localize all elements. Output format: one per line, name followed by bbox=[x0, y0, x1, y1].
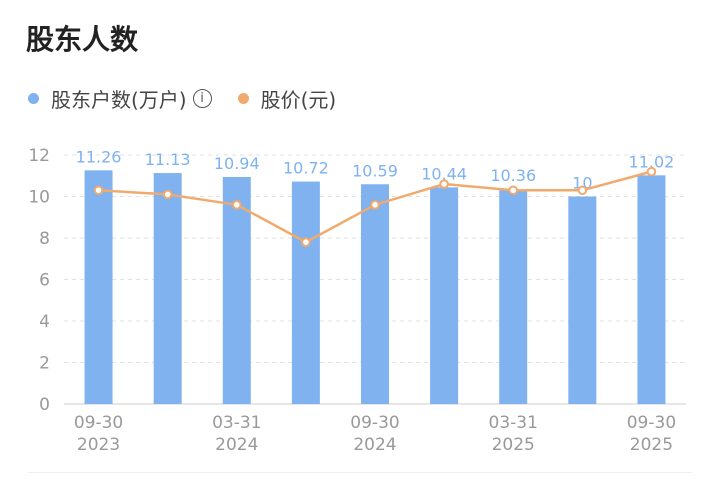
bar-holders bbox=[291, 181, 320, 404]
x-tick-label: 09-30 bbox=[350, 413, 399, 433]
price-point bbox=[577, 185, 588, 196]
price-point bbox=[370, 200, 380, 210]
bar-data-label: 10.59 bbox=[352, 161, 398, 180]
bar-data-label: 10.72 bbox=[283, 159, 329, 178]
x-tick-label: 09-30 bbox=[627, 413, 676, 433]
bar-holders bbox=[568, 196, 597, 404]
x-tick-label-year: 2025 bbox=[492, 435, 535, 455]
price-point bbox=[301, 237, 311, 247]
x-tick-label: 03-31 bbox=[489, 413, 538, 433]
bar-holders bbox=[84, 170, 113, 404]
bar-holders bbox=[499, 189, 528, 404]
price-point bbox=[162, 189, 173, 200]
x-tick-label-year: 2024 bbox=[353, 435, 396, 455]
bar-holders bbox=[153, 173, 182, 404]
bar-data-label: 11.26 bbox=[76, 147, 122, 166]
bar-holders bbox=[430, 187, 459, 404]
price-point bbox=[508, 185, 519, 196]
y-tick-label: 4 bbox=[39, 312, 50, 332]
legend-item-holders[interactable]: 股东户数(万户) i bbox=[28, 84, 212, 113]
bar-data-label: 11.02 bbox=[629, 152, 675, 171]
x-tick-label-year: 2023 bbox=[77, 435, 120, 455]
bar-holders bbox=[637, 175, 666, 404]
y-tick-label: 10 bbox=[28, 188, 50, 208]
x-tick-label: 09-30 bbox=[74, 413, 123, 433]
y-tick-label: 8 bbox=[39, 229, 50, 249]
legend-label-holders: 股东户数(万户) bbox=[51, 88, 187, 112]
legend: 股东户数(万户) i 股价(元) bbox=[28, 84, 362, 113]
chart-title: 股东人数 bbox=[26, 23, 139, 56]
legend-label-price: 股价(元) bbox=[260, 88, 337, 112]
y-tick-label: 12 bbox=[28, 146, 50, 166]
bar-holders bbox=[222, 176, 251, 404]
y-tick-label: 2 bbox=[39, 354, 50, 374]
legend-dot-holders bbox=[28, 93, 39, 104]
legend-dot-price bbox=[237, 93, 249, 104]
x-tick-label-year: 2024 bbox=[215, 435, 258, 455]
y-tick-label: 6 bbox=[39, 271, 50, 291]
price-point bbox=[93, 185, 104, 196]
price-point bbox=[439, 179, 449, 189]
price-point bbox=[231, 200, 242, 210]
x-tick-label-year: 2025 bbox=[630, 435, 673, 455]
legend-item-price[interactable]: 股价(元) bbox=[237, 84, 337, 113]
bottom-divider bbox=[28, 472, 692, 473]
bar-data-label: 11.13 bbox=[145, 150, 191, 169]
price-point bbox=[646, 166, 657, 177]
bar-data-label: 10.94 bbox=[214, 154, 260, 173]
bar-data-label: 10.44 bbox=[421, 164, 467, 183]
info-icon[interactable]: i bbox=[192, 89, 212, 108]
x-tick-label: 03-31 bbox=[212, 413, 261, 433]
bar-holders bbox=[361, 184, 389, 404]
y-tick-label: 0 bbox=[39, 395, 50, 415]
bar-data-label: 10.36 bbox=[490, 166, 536, 185]
